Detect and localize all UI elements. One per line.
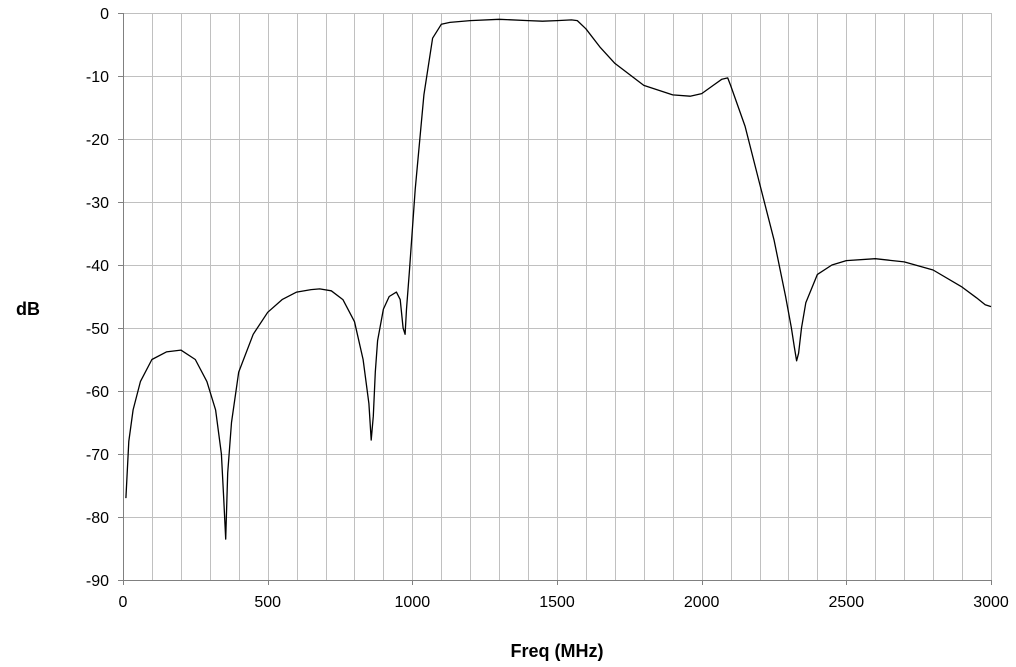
y-tick-label: -30 [86,195,109,212]
y-tick-label: -70 [86,447,109,464]
x-tick-label: 0 [119,594,128,611]
gridlines [123,13,992,580]
x-tick-label: 1000 [395,594,431,611]
axes [118,13,992,585]
y-tick-label: -20 [86,132,109,149]
x-tick-label: 500 [254,594,281,611]
x-tick-label: 3000 [973,594,1009,611]
y-tick-label: -40 [86,258,109,275]
y-tick-label: -80 [86,510,109,527]
series-layer [125,18,992,540]
y-tick-label: -10 [86,69,109,86]
tick-labels: 0 -10 -20 -30 -40 -50 -60 -70 -80 -90 0 500 1000 1500… [86,6,1009,611]
x-tick-label: 2000 [684,594,720,611]
series-line-1 [125,18,992,540]
y-tick-label: -50 [86,321,109,338]
x-tick-label: 1500 [539,594,575,611]
y-tick-label: 0 [100,6,109,23]
y-tick-label: -90 [86,573,109,590]
x-axis-title: Freq (MHz) [511,641,604,661]
x-tick-label: 2500 [829,594,865,611]
y-tick-label: -60 [86,384,109,401]
y-axis-title: dB [16,299,40,319]
